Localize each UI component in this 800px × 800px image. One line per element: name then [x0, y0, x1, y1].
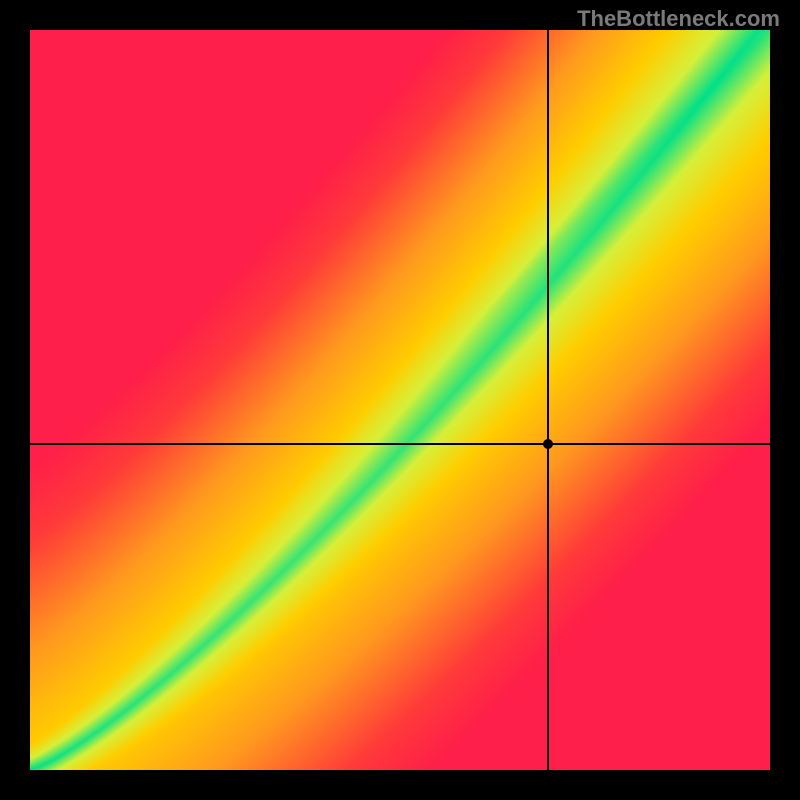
crosshair-vertical [547, 30, 549, 770]
watermark-text: TheBottleneck.com [577, 6, 780, 32]
crosshair-horizontal [30, 443, 770, 445]
bottleneck-heatmap [30, 30, 770, 770]
chart-container: { "watermark": { "text": "TheBottleneck.… [0, 0, 800, 800]
